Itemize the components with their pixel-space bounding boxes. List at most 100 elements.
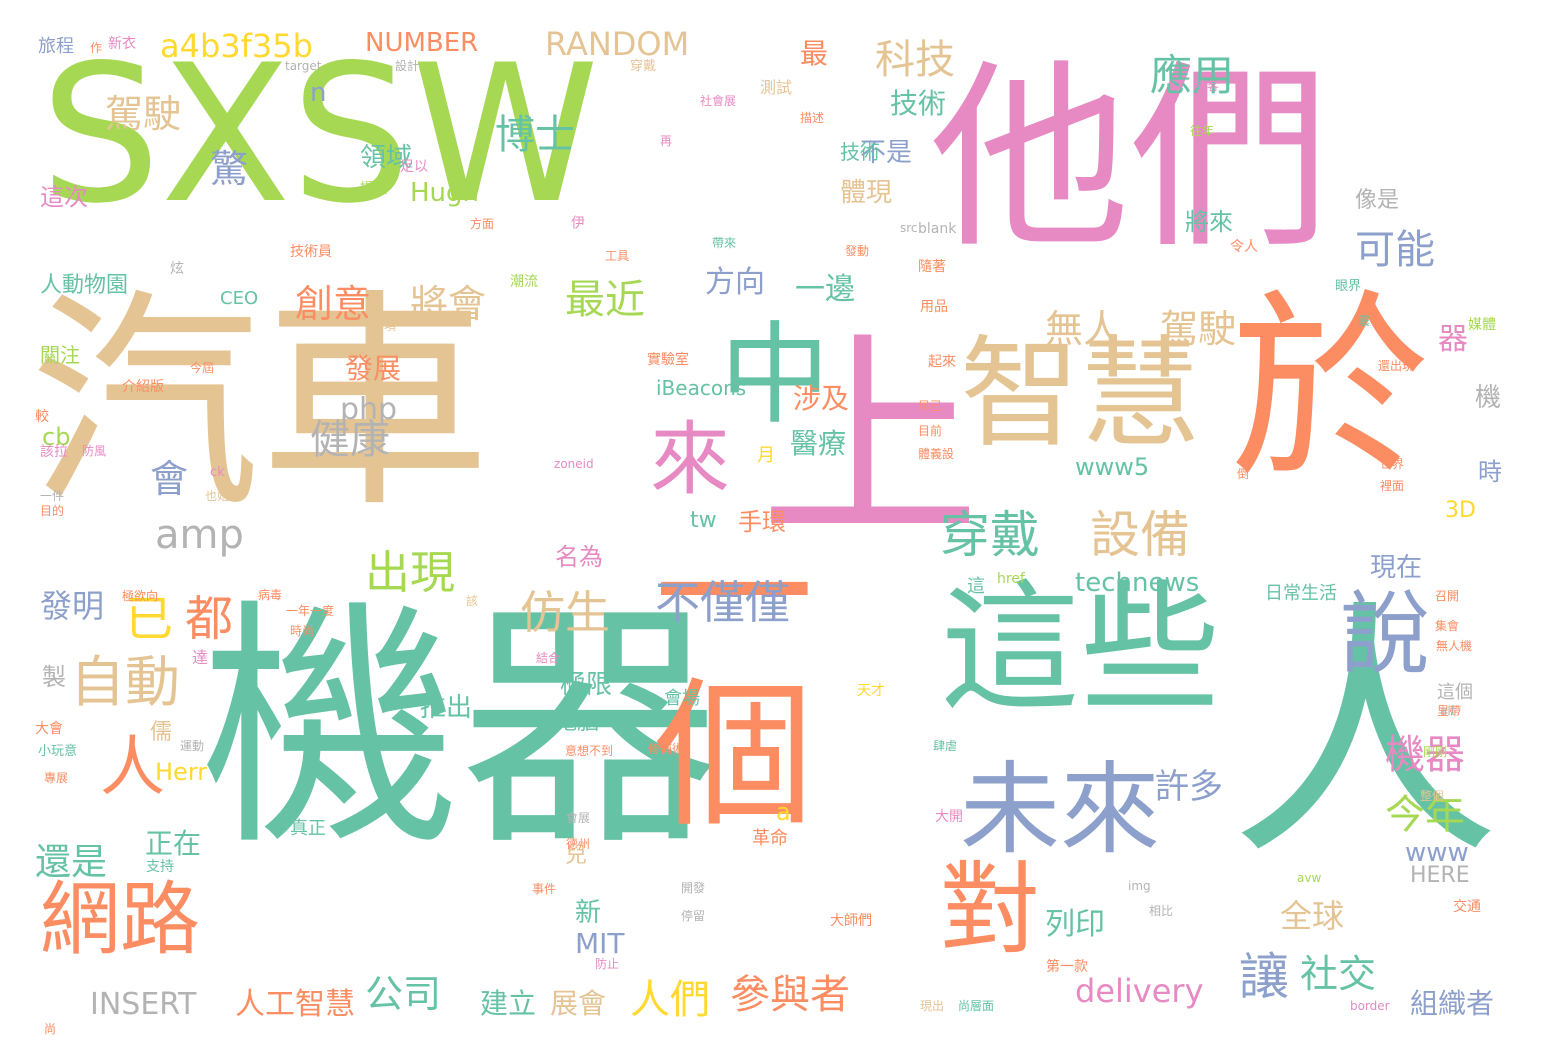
cloud-word-27: 健康 [310,417,390,463]
cloud-word-21: 設備 [1090,506,1190,564]
cloud-word-193: 時尚 [290,624,315,638]
cloud-word-165: 會展 [566,811,591,825]
cloud-word-86: 還項 [372,319,397,333]
cloud-word-90: 實驗室 [647,352,689,368]
cloud-word-100: 涉及 [793,382,850,415]
cloud-word-123: 發明 [40,587,105,625]
cloud-word-64: 極客 [1195,79,1220,93]
cloud-word-189: 集會 [1435,619,1460,633]
cloud-word-143: 還是 [35,842,108,883]
cloud-word-105: 較 [35,409,49,425]
cloud-word-176: 尚層面 [958,999,995,1013]
cloud-word-border-177: border [1350,999,1390,1013]
cloud-word-67: 足以 [400,159,428,175]
cloud-word-cb-31: cb [42,423,71,451]
cloud-word-avw-179: avw [1297,871,1322,885]
cloud-word-5: 人 [1230,577,1500,892]
cloud-word-81: 一邊 [795,272,855,307]
cloud-word-166: 德州 [566,837,591,851]
cloud-word-53: 這次 [40,183,88,211]
cloud-word-142: 組織者 [1410,987,1495,1020]
cloud-word-1: 機器 [200,579,720,881]
cloud-word-52: 像是 [1355,188,1400,213]
cloud-word-a4b3f35b-46: a4b3f35b [160,27,313,65]
cloud-word-122: 現在 [1370,553,1423,583]
cloud-word-40: 驚 [210,147,249,191]
cloud-word-target-58: target [285,59,322,73]
cloud-word-158: 小玩意 [38,744,78,759]
cloud-word-78: 隨著 [918,259,946,275]
cloud-word-111: 一件 [40,489,65,503]
cloud-word-8: 智慧 [960,325,1200,464]
cloud-word-109: 也始 [205,489,230,503]
cloud-word-161: 意想不到 [565,744,614,758]
cloud-word-144: 正在 [145,827,202,860]
cloud-word-139: 參與者 [730,972,850,1018]
cloud-word-66: 提出 [360,181,388,197]
cloud-word-97: 還出現 [1378,359,1415,373]
cloud-word-img-178: img [1128,879,1151,893]
cloud-word-170: 大師們 [830,913,872,929]
cloud-word-88: 今屆 [190,361,215,375]
cloud-word-41: 技術 [890,87,947,120]
cloud-word-51: 將來 [1185,208,1233,236]
cloud-word-blank-75: blank [918,221,957,237]
cloud-word-hugh-43: Hugh [410,178,480,208]
cloud-word-mit-145: MIT [575,927,625,960]
cloud-word-2: 汽車 [30,271,491,538]
cloud-word-number-45: NUMBER [365,28,479,58]
cloud-word-zoneid-110: zoneid [554,457,594,471]
cloud-word-38: 博士 [495,112,575,158]
cloud-word-103: 月 [757,445,775,466]
cloud-word-185: 整個 [1420,789,1445,803]
cloud-word-99: 機 [1475,383,1502,413]
cloud-word-a-148: a [776,798,791,826]
cloud-word-57: 新衣 [108,36,136,52]
cloud-word-80: 方向 [705,265,765,300]
cloud-word-107: 防風 [82,444,107,458]
cloud-word-101: 醫療 [790,427,847,460]
cloud-word-181: 支持 [146,859,174,875]
cloud-word-160: 推出 [420,693,473,723]
cloud-word-technews-121: technews [1075,568,1200,598]
cloud-word-128: 機器 [1385,732,1465,778]
cloud-word-href-199: href [997,571,1025,587]
cloud-word-sxsw-0: SXSW [40,24,600,245]
cloud-word-ibeacons-91: iBeacons [656,376,747,400]
cloud-word-131: 列印 [1045,907,1105,942]
cloud-word-129: 許多 [1155,767,1223,807]
cloud-word-35: 可能 [1355,227,1435,273]
cloud-word-42: 領域 [360,143,413,173]
cloud-word-136: 人工智慧 [235,987,355,1022]
cloud-word-126: 社交 [1300,952,1377,996]
cloud-word-127: 讓 [1231,950,1289,1000]
cloud-word-167: 革命 [752,828,788,849]
cloud-word-4: 他們 [930,43,1331,276]
cloud-word-153: 電腦 [555,710,600,735]
cloud-word-190: 召開 [1435,589,1460,603]
cloud-word-9: 中 [720,311,830,439]
cloud-word-106: 該拉 [40,444,68,460]
cloud-word-22: 無人 [1045,307,1122,351]
cloud-word-173: 第一款 [1046,959,1088,975]
cloud-word-201: 倒 [1237,467,1250,481]
cloud-word-34: 最近 [565,277,645,323]
cloud-word-63: 描述 [800,111,825,125]
cloud-word-182: 真正 [290,818,326,839]
cloud-word-196: 該 [466,594,479,608]
cloud-word-169: 停留 [681,909,706,923]
cloud-word-98: 震 [1358,314,1371,328]
cloud-word-152: 極限 [560,670,613,700]
cloud-word-65: 往年 [1190,124,1215,138]
cloud-word-146: 新 [575,898,602,928]
cloud-word-61: 社會展 [700,94,737,108]
cloud-word-183: 防止 [595,957,620,971]
cloud-word-src-76: src [900,221,918,235]
cloud-word-95: 器 [1438,322,1468,357]
cloud-word-68: 再 [660,134,673,148]
cloud-word-104: 介紹版 [122,379,164,395]
cloud-word-73: 帶來 [712,236,737,250]
cloud-word-72: 工具 [605,249,630,263]
cloud-word-20: 穿戴 [940,506,1040,564]
